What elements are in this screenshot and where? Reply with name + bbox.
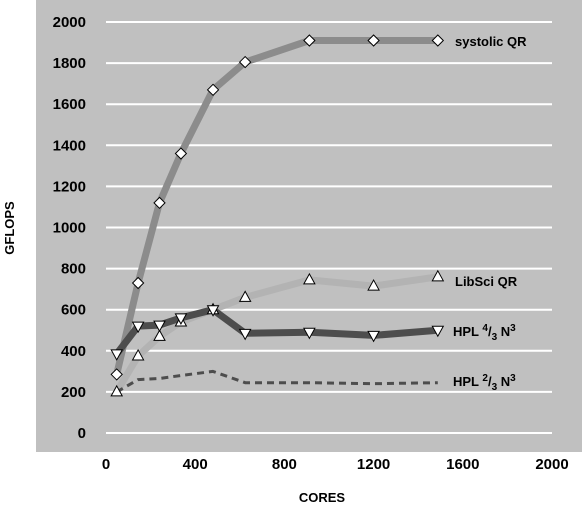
marker-libsci-qr-2 xyxy=(153,329,166,341)
y-tick-label-600: 600 xyxy=(61,302,86,319)
y-tick-label-1800: 1800 xyxy=(53,55,86,72)
x-tick-label-2000: 2000 xyxy=(535,456,568,473)
marker-systolic-qr-5 xyxy=(238,55,252,69)
x-tick-labels: 0 400 800 1200 1600 2000 xyxy=(102,456,569,473)
x-tick-label-1600: 1600 xyxy=(446,456,479,473)
y-axis-title: GFLOPS xyxy=(2,201,17,255)
marker-hpl-4-3-n3-6 xyxy=(303,327,316,340)
marker-hpl-4-3-n3-1 xyxy=(131,321,145,334)
y-tick-label-800: 800 xyxy=(61,261,86,278)
y-tick-label-2000: 2000 xyxy=(53,14,86,31)
series-label-hpl-4-3-n3: HPL 4/3 N3 xyxy=(453,323,516,343)
series-label-hpl-2-3-n3: HPL 2/3 N3 xyxy=(453,373,516,393)
y-tick-label-0: 0 xyxy=(78,425,86,442)
series-label-libsci-qr: LibSci QR xyxy=(455,274,518,289)
marker-systolic-qr-8 xyxy=(431,34,445,47)
y-tick-label-1600: 1600 xyxy=(53,96,86,113)
y-tick-label-1400: 1400 xyxy=(53,137,86,154)
marker-systolic-qr-6 xyxy=(303,34,316,47)
marker-hpl-4-3-n3-4 xyxy=(206,305,220,317)
marker-systolic-qr-4 xyxy=(206,83,220,97)
y-tick-labels: 0 200 400 600 800 1000 1200 1400 1600 1800 2000 xyxy=(53,14,86,442)
y-tick-label-1200: 1200 xyxy=(53,178,86,195)
marker-systolic-qr-2 xyxy=(153,196,166,210)
marker-libsci-qr-0 xyxy=(110,384,124,397)
gridlines xyxy=(106,21,552,434)
marker-hpl-4-3-n3-0 xyxy=(110,349,124,361)
x-tick-label-800: 800 xyxy=(272,456,297,473)
y-tick-label-200: 200 xyxy=(61,384,86,401)
x-tick-label-1200: 1200 xyxy=(357,456,390,473)
y-tick-label-1000: 1000 xyxy=(53,220,86,237)
series-markers xyxy=(110,34,445,397)
marker-libsci-qr-8 xyxy=(431,269,445,282)
marker-hpl-4-3-n3-7 xyxy=(367,330,380,343)
marker-hpl-4-3-n3-2 xyxy=(153,320,166,333)
marker-libsci-qr-7 xyxy=(367,279,380,291)
series-labels: systolic QR LibSci QR HPL 4/3 N3 HPL 2/3 N3 xyxy=(453,34,527,393)
marker-systolic-qr-3 xyxy=(174,147,188,160)
marker-systolic-qr-1 xyxy=(131,276,145,290)
marker-libsci-qr-6 xyxy=(303,272,316,285)
marker-systolic-qr-7 xyxy=(367,34,380,47)
series-line-hpl-2-3-n3 xyxy=(115,369,438,394)
marker-hpl-4-3-n3-8 xyxy=(431,325,445,338)
marker-libsci-qr-1 xyxy=(131,348,145,361)
x-axis-title: CORES xyxy=(299,490,346,505)
marker-libsci-qr-5 xyxy=(238,290,252,302)
x-tick-label-400: 400 xyxy=(183,456,208,473)
series-label-systolic-qr: systolic QR xyxy=(455,34,527,49)
marker-hpl-4-3-n3-3 xyxy=(174,313,188,325)
x-tick-label-0: 0 xyxy=(102,456,110,473)
y-tick-label-400: 400 xyxy=(61,343,86,360)
marker-hpl-4-3-n3-5 xyxy=(238,328,252,341)
marker-systolic-qr-0 xyxy=(110,368,123,381)
